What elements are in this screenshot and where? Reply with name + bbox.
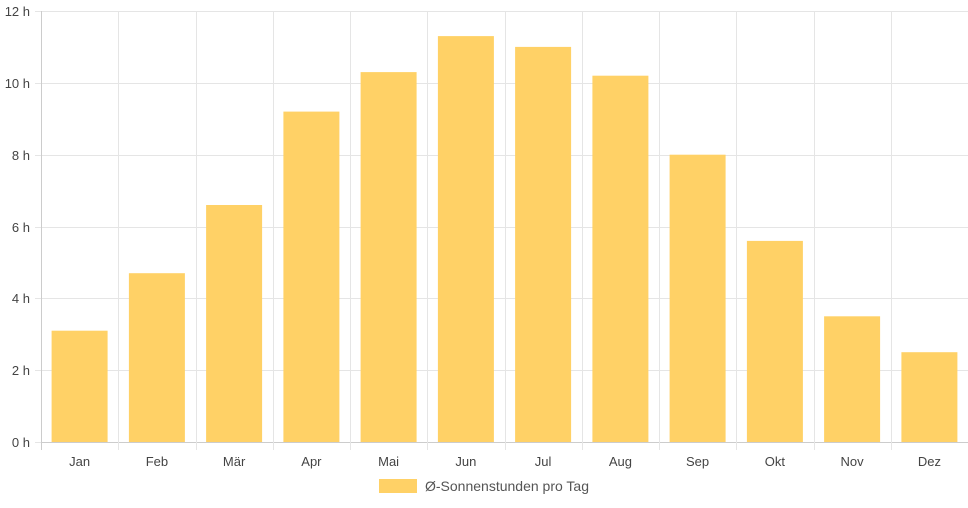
bar-Aug [592, 75, 649, 442]
x-tick-label: Aug [609, 454, 632, 469]
bar-Jan [51, 330, 108, 442]
x-tick-label: Jan [69, 454, 90, 469]
bar-layer [51, 36, 958, 443]
bar-Feb [128, 273, 185, 442]
bar-Jun [437, 36, 494, 442]
y-tick-label: 0 h [12, 435, 30, 450]
bar-Mai [360, 72, 417, 442]
bar-Jul [515, 46, 572, 443]
x-tick-label: Feb [146, 454, 168, 469]
y-tick-label: 10 h [5, 76, 30, 91]
y-tick-label: 12 h [5, 4, 30, 19]
y-tick-label: 2 h [12, 363, 30, 378]
axis-layer: 0 h 2 h 4 h 6 h 8 h 10 h 12 h Jan Feb Mär Apr Mai Ju… [5, 4, 941, 469]
x-tick-label: Mai [378, 454, 399, 469]
bar-Okt [746, 240, 803, 442]
x-tick-label: Jul [535, 454, 552, 469]
bar-Nov [824, 316, 881, 442]
x-tick-label: Okt [765, 454, 786, 469]
legend[interactable]: Ø-Sonnenstunden pro Tag [0, 478, 968, 494]
bar-Apr [283, 111, 340, 442]
x-tick-label: Sep [686, 454, 709, 469]
legend-label: Ø-Sonnenstunden pro Tag [425, 478, 589, 494]
bar-Dez [901, 352, 958, 442]
x-tick-label: Nov [841, 454, 865, 469]
bar-Sep [669, 154, 726, 442]
x-tick-label: Jun [455, 454, 476, 469]
y-tick-label: 4 h [12, 291, 30, 306]
x-tick-label: Dez [918, 454, 941, 469]
x-tick-label: Apr [301, 454, 322, 469]
legend-swatch [379, 479, 417, 493]
grid-layer [35, 11, 968, 450]
x-tick-label: Mär [223, 454, 246, 469]
y-tick-label: 8 h [12, 148, 30, 163]
bar-Mär [206, 205, 263, 442]
y-tick-label: 6 h [12, 220, 30, 235]
